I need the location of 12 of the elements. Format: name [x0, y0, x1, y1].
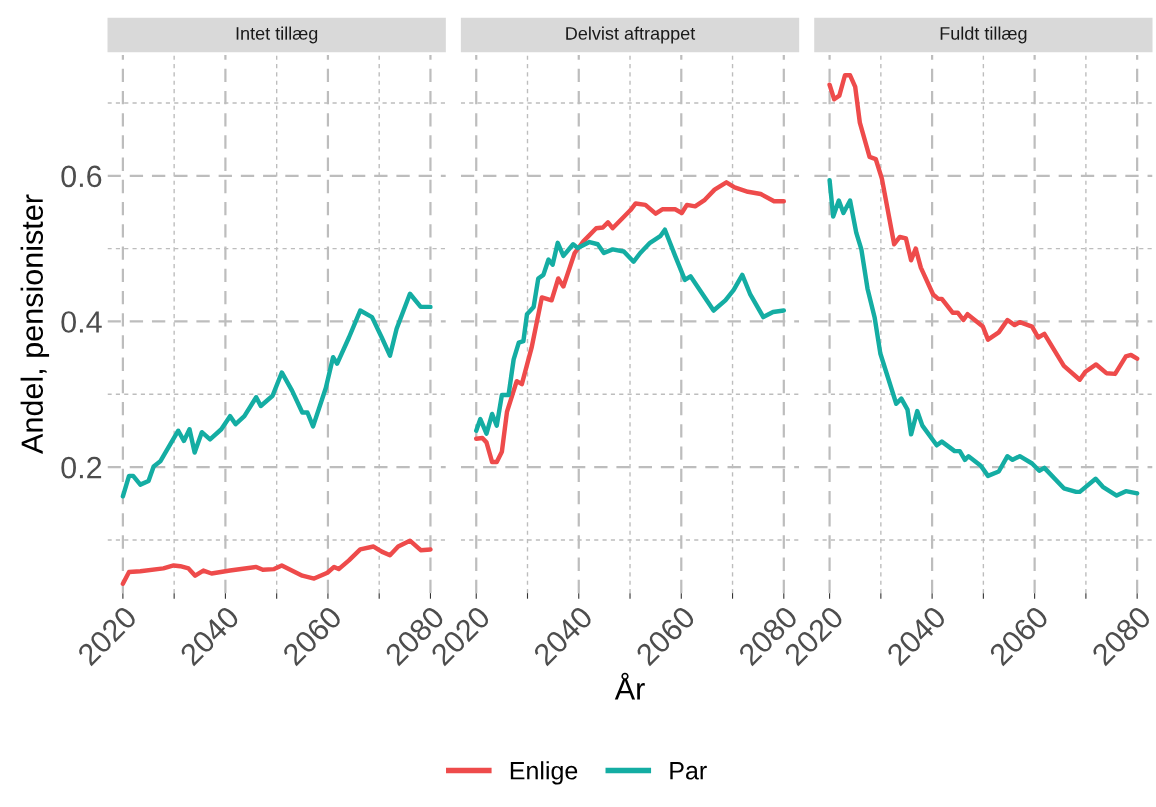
chart-title: Fuldt tillæg	[940, 26, 1027, 44]
line-series	[120, 291, 433, 499]
chart-title: Delvist aftrappet	[566, 26, 696, 44]
line-series	[120, 538, 433, 586]
y-tick-label: 0.4	[61, 311, 102, 333]
legend-label: Par	[670, 762, 707, 780]
y-tick-label: 0.2	[61, 456, 102, 479]
y-tick-label: 0.6	[61, 165, 102, 188]
y-axis-title: Andel, pensionister	[20, 194, 50, 454]
chart-title: Intet tillæg	[236, 26, 318, 44]
x-axis-title: År	[614, 672, 645, 700]
legend-label: Enlige	[510, 761, 578, 785]
